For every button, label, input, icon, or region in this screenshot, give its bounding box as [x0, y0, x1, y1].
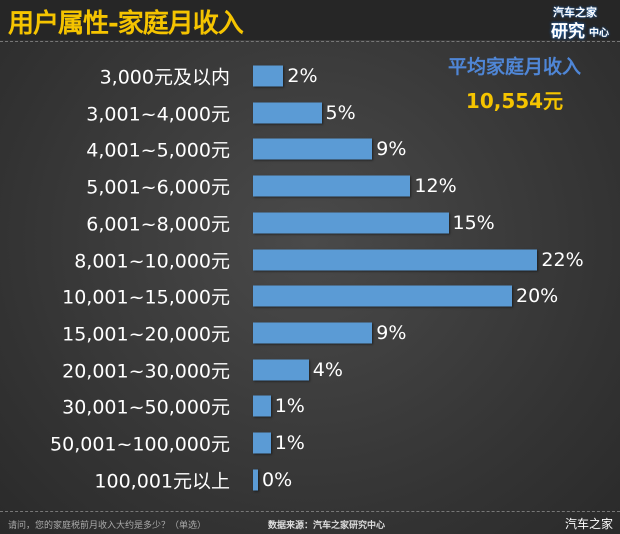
bar — [253, 285, 512, 307]
average-income-label: 平均家庭月收入 — [447, 56, 581, 78]
category-label: 10,001~15,000元 — [62, 286, 230, 309]
value-label: 12% — [414, 175, 457, 198]
brand-watermark: 汽车之家 — [565, 517, 614, 531]
value-label: 15% — [452, 211, 495, 234]
bar — [253, 138, 373, 160]
page-title: 用户属性-家庭月收入 — [8, 9, 244, 39]
category-label: 3,000元及以内 — [99, 66, 230, 89]
value-label: 20% — [516, 285, 559, 308]
logo-text: 中心 — [589, 28, 609, 39]
value-label: 5% — [325, 101, 356, 124]
bar — [253, 212, 449, 234]
bar — [253, 395, 271, 417]
category-label: 30,001~50,000元 — [62, 396, 230, 419]
average-income-value: 10,554元 — [465, 89, 564, 113]
value-label: 9% — [376, 138, 407, 161]
category-label: 15,001~20,000元 — [62, 323, 230, 346]
value-label: 22% — [541, 248, 584, 271]
category-label: 20,001~30,000元 — [62, 360, 230, 383]
category-label: 3,001~4,000元 — [86, 103, 230, 126]
divider — [0, 41, 620, 42]
value-label: 0% — [262, 468, 293, 491]
logo-text: 汽车之家 — [553, 6, 597, 19]
bar — [253, 102, 322, 124]
value-label: 1% — [274, 395, 305, 418]
data-source: 数据来源：汽车之家研究中心 — [268, 521, 386, 531]
bar — [253, 175, 411, 197]
bar — [253, 432, 271, 454]
research-center-logo: 汽车之家 研究 中心 — [549, 4, 617, 42]
value-label: 2% — [287, 65, 318, 87]
bar — [253, 65, 284, 87]
header-bar — [0, 0, 620, 40]
value-label: 9% — [376, 321, 407, 344]
bar — [253, 359, 309, 381]
bar — [253, 249, 538, 270]
category-label: 6,001~8,000元 — [86, 213, 230, 236]
value-label: 4% — [312, 358, 343, 381]
bar — [253, 469, 258, 491]
category-label: 50,001~100,000元 — [50, 433, 230, 456]
category-label: 8,001~10,000元 — [74, 250, 230, 272]
bar — [253, 322, 373, 344]
logo-text: 研究 — [551, 22, 585, 42]
category-label: 5,001~6,000元 — [86, 176, 230, 199]
category-label: 100,001元以上 — [94, 470, 230, 493]
value-label: 1% — [274, 432, 305, 454]
divider — [0, 511, 620, 512]
category-label: 4,001~5,000元 — [86, 139, 230, 162]
survey-question: 请问，您的家庭税前月收入大约是多少？（单选） — [8, 521, 207, 531]
